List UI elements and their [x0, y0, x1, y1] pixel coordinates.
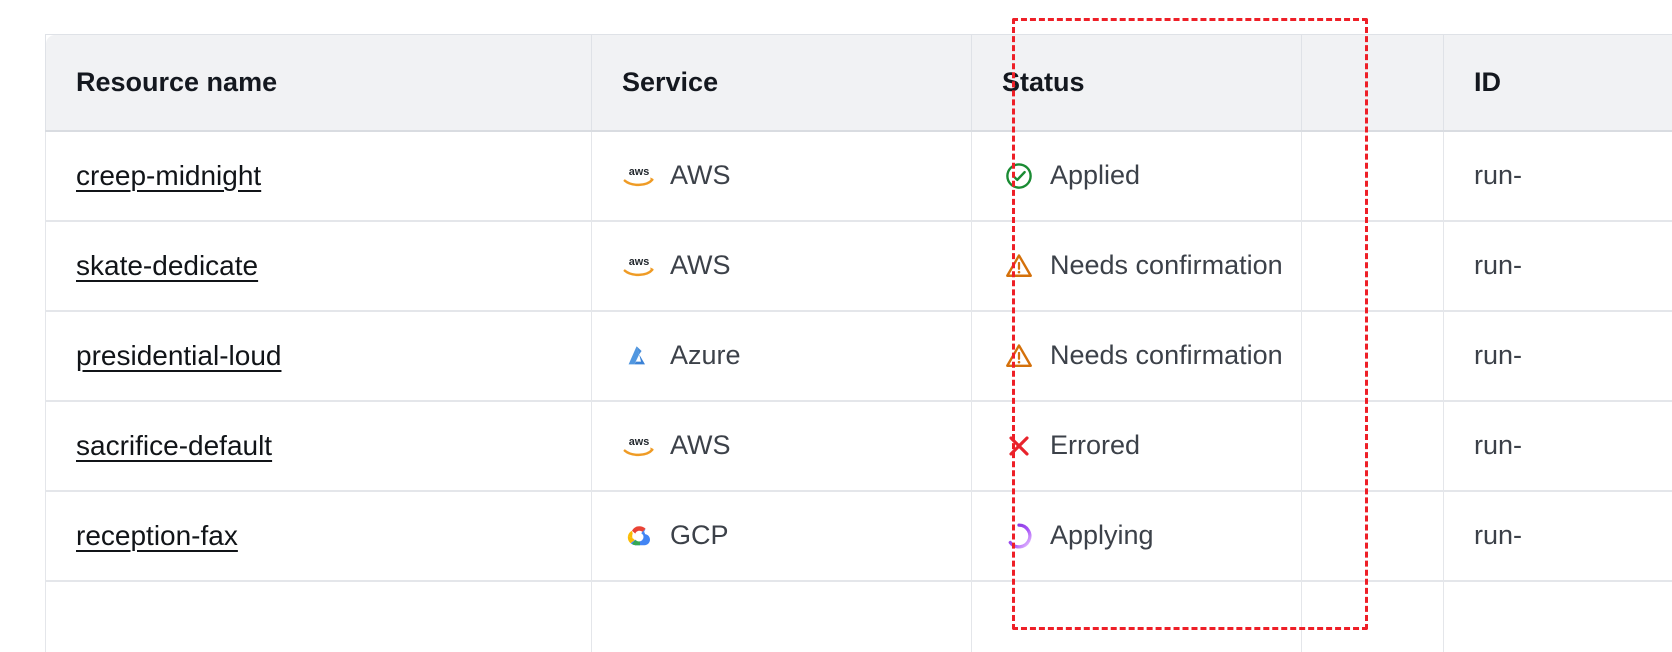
service-label: GCP — [670, 520, 729, 550]
aws-logo-icon: aws — [622, 159, 656, 193]
cell-service: aws AWS — [591, 220, 972, 312]
cell-id: run- — [1443, 310, 1672, 402]
status-label: Errored — [1050, 430, 1141, 460]
cell-spacer — [1301, 490, 1444, 582]
table-row[interactable]: sacrifice-default aws AWS — [45, 400, 1672, 492]
cell-service: Azure — [591, 310, 972, 402]
cell-service — [591, 580, 972, 652]
resource-name-link[interactable]: skate-dedicate — [76, 249, 259, 281]
table-header-row: Resource name Service Status ID — [45, 34, 1672, 132]
cell-service: aws AWS — [591, 130, 972, 222]
svg-text:aws: aws — [629, 256, 650, 268]
cell-service: aws AWS — [591, 400, 972, 492]
cell-resource-name: sacrifice-default — [45, 400, 592, 492]
cell-status: Applying — [971, 490, 1302, 582]
cell-id: run- — [1443, 220, 1672, 312]
cell-spacer — [1301, 580, 1444, 652]
cell-status — [971, 580, 1302, 652]
cell-spacer — [1301, 220, 1444, 312]
resources-table-container: Resource name Service Status ID creep-mi… — [45, 34, 1672, 652]
resource-name-link[interactable]: creep-midnight — [76, 159, 262, 191]
spinner-icon — [1002, 519, 1036, 553]
service-label: AWS — [670, 250, 731, 280]
cell-id — [1443, 580, 1672, 652]
service-label: Azure — [670, 340, 741, 370]
table-row[interactable]: presidential-loud Azure — [45, 310, 1672, 402]
check-circle-icon — [1002, 159, 1036, 193]
table-row[interactable]: reception-fax — [45, 490, 1672, 582]
table-row[interactable]: skate-dedicate aws AWS — [45, 220, 1672, 312]
cell-status: Needs confirmation — [971, 310, 1302, 402]
table-row[interactable] — [45, 580, 1672, 652]
column-header-resource-name[interactable]: Resource name — [45, 34, 592, 132]
column-header-spacer — [1301, 34, 1444, 132]
cell-resource-name: reception-fax — [45, 490, 592, 582]
status-label: Applying — [1050, 520, 1154, 550]
cell-resource-name: presidential-loud — [45, 310, 592, 402]
resource-name-link[interactable]: reception-fax — [76, 519, 238, 551]
service-label: AWS — [670, 430, 731, 460]
service-label: AWS — [670, 160, 731, 190]
resource-name-link[interactable]: sacrifice-default — [76, 429, 273, 461]
warning-triangle-icon — [1002, 339, 1036, 373]
warning-triangle-icon — [1002, 249, 1036, 283]
cell-status: Needs confirmation — [971, 220, 1302, 312]
cell-resource-name: creep-midnight — [45, 130, 592, 222]
cell-spacer — [1301, 400, 1444, 492]
cell-spacer — [1301, 130, 1444, 222]
aws-logo-icon: aws — [622, 429, 656, 463]
column-header-id[interactable]: ID — [1443, 34, 1672, 132]
cell-id: run- — [1443, 130, 1672, 222]
x-mark-icon — [1002, 429, 1036, 463]
cell-status: Applied — [971, 130, 1302, 222]
cell-resource-name: skate-dedicate — [45, 220, 592, 312]
resources-table: Resource name Service Status ID creep-mi… — [45, 34, 1672, 652]
azure-logo-icon — [622, 339, 656, 373]
cell-id: run- — [1443, 490, 1672, 582]
status-label: Applied — [1050, 160, 1141, 190]
aws-logo-icon: aws — [622, 249, 656, 283]
resource-name-link[interactable]: presidential-loud — [76, 339, 282, 371]
cell-spacer — [1301, 310, 1444, 402]
table-body: creep-midnight aws AWS — [45, 130, 1672, 652]
cell-id: run- — [1443, 400, 1672, 492]
status-label: Needs confirmation — [1050, 340, 1283, 370]
column-header-service[interactable]: Service — [591, 34, 972, 132]
svg-text:aws: aws — [629, 436, 650, 448]
status-label: Needs confirmation — [1050, 250, 1283, 280]
gcp-logo-icon — [622, 519, 656, 553]
table-header: Resource name Service Status ID — [45, 34, 1672, 132]
svg-text:aws: aws — [629, 166, 650, 178]
column-header-status[interactable]: Status — [971, 34, 1302, 132]
cell-resource-name — [45, 580, 592, 652]
table-row[interactable]: creep-midnight aws AWS — [45, 130, 1672, 222]
cell-status: Errored — [971, 400, 1302, 492]
cell-service: GCP — [591, 490, 972, 582]
